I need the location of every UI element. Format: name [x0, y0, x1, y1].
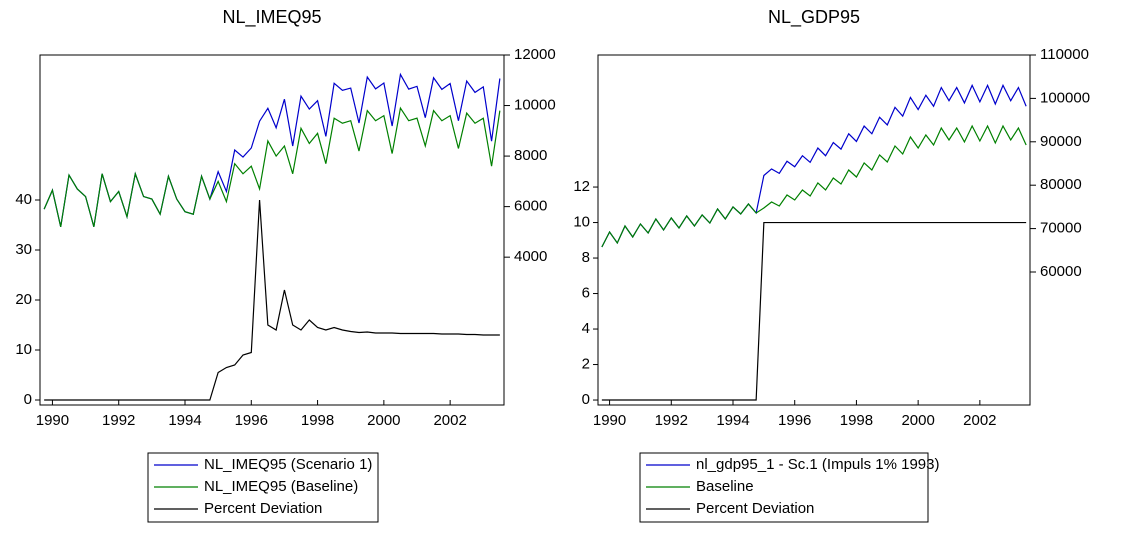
y2-tick-label: 80000: [1040, 176, 1082, 193]
y-tick-label: 2: [582, 356, 590, 373]
chart-title: NL_GDP95: [768, 7, 860, 28]
y-tick-label: 12: [573, 178, 590, 195]
y2-tick-label: 12000: [514, 46, 556, 63]
y-tick-label: 40: [15, 191, 32, 208]
y2-tick-label: 70000: [1040, 220, 1082, 237]
y2-tick-label: 10000: [514, 97, 556, 114]
y-tick-label: 8: [582, 249, 590, 266]
legend-label: nl_gdp95_1 - Sc.1 (Impuls 1% 1993): [696, 456, 939, 473]
x-tick-label: 2002: [963, 412, 996, 429]
legend-label: NL_IMEQ95 (Baseline): [204, 478, 358, 495]
x-tick-label: 1998: [840, 412, 873, 429]
legend-label: NL_IMEQ95 (Scenario 1): [204, 456, 372, 473]
chart-title: NL_IMEQ95: [222, 7, 321, 28]
series-line: [601, 221, 1027, 401]
x-tick-label: 1994: [168, 412, 201, 429]
y2-tick-label: 100000: [1040, 89, 1090, 106]
plot-frame: [597, 54, 1031, 406]
series-line: [44, 199, 500, 401]
y2-tick-label: 110000: [1040, 46, 1089, 63]
x-tick-label: 2000: [901, 412, 934, 429]
y-tick-label: 0: [24, 391, 32, 408]
x-tick-label: 1990: [36, 412, 69, 429]
series-line: [43, 72, 501, 227]
x-tick-label: 1990: [593, 412, 626, 429]
legend-label: Percent Deviation: [204, 500, 322, 517]
series-line: [601, 124, 1027, 248]
y-tick-label: 20: [15, 291, 32, 308]
series-line: [43, 106, 501, 227]
plot-frame: [39, 54, 505, 406]
x-tick-label: 1992: [655, 412, 688, 429]
x-tick-label: 2000: [367, 412, 400, 429]
x-tick-label: 1994: [716, 412, 749, 429]
x-tick-label: 2002: [433, 412, 466, 429]
x-tick-label: 1996: [235, 412, 268, 429]
x-tick-label: 1996: [778, 412, 811, 429]
x-tick-label: 1998: [301, 412, 334, 429]
legend-label: Percent Deviation: [696, 500, 814, 517]
y2-tick-label: 90000: [1040, 133, 1082, 150]
y2-tick-label: 8000: [514, 147, 547, 164]
y2-tick-label: 60000: [1040, 263, 1082, 280]
y2-tick-label: 6000: [514, 198, 547, 215]
y-tick-label: 10: [573, 214, 590, 231]
x-tick-label: 1992: [102, 412, 135, 429]
y-tick-label: 30: [15, 241, 32, 258]
legend-label: Baseline: [696, 478, 754, 495]
y-tick-label: 6: [582, 285, 590, 302]
y-tick-label: 10: [15, 341, 32, 358]
y-tick-label: 4: [582, 320, 590, 337]
y-tick-label: 0: [582, 391, 590, 408]
y2-tick-label: 4000: [514, 248, 547, 265]
